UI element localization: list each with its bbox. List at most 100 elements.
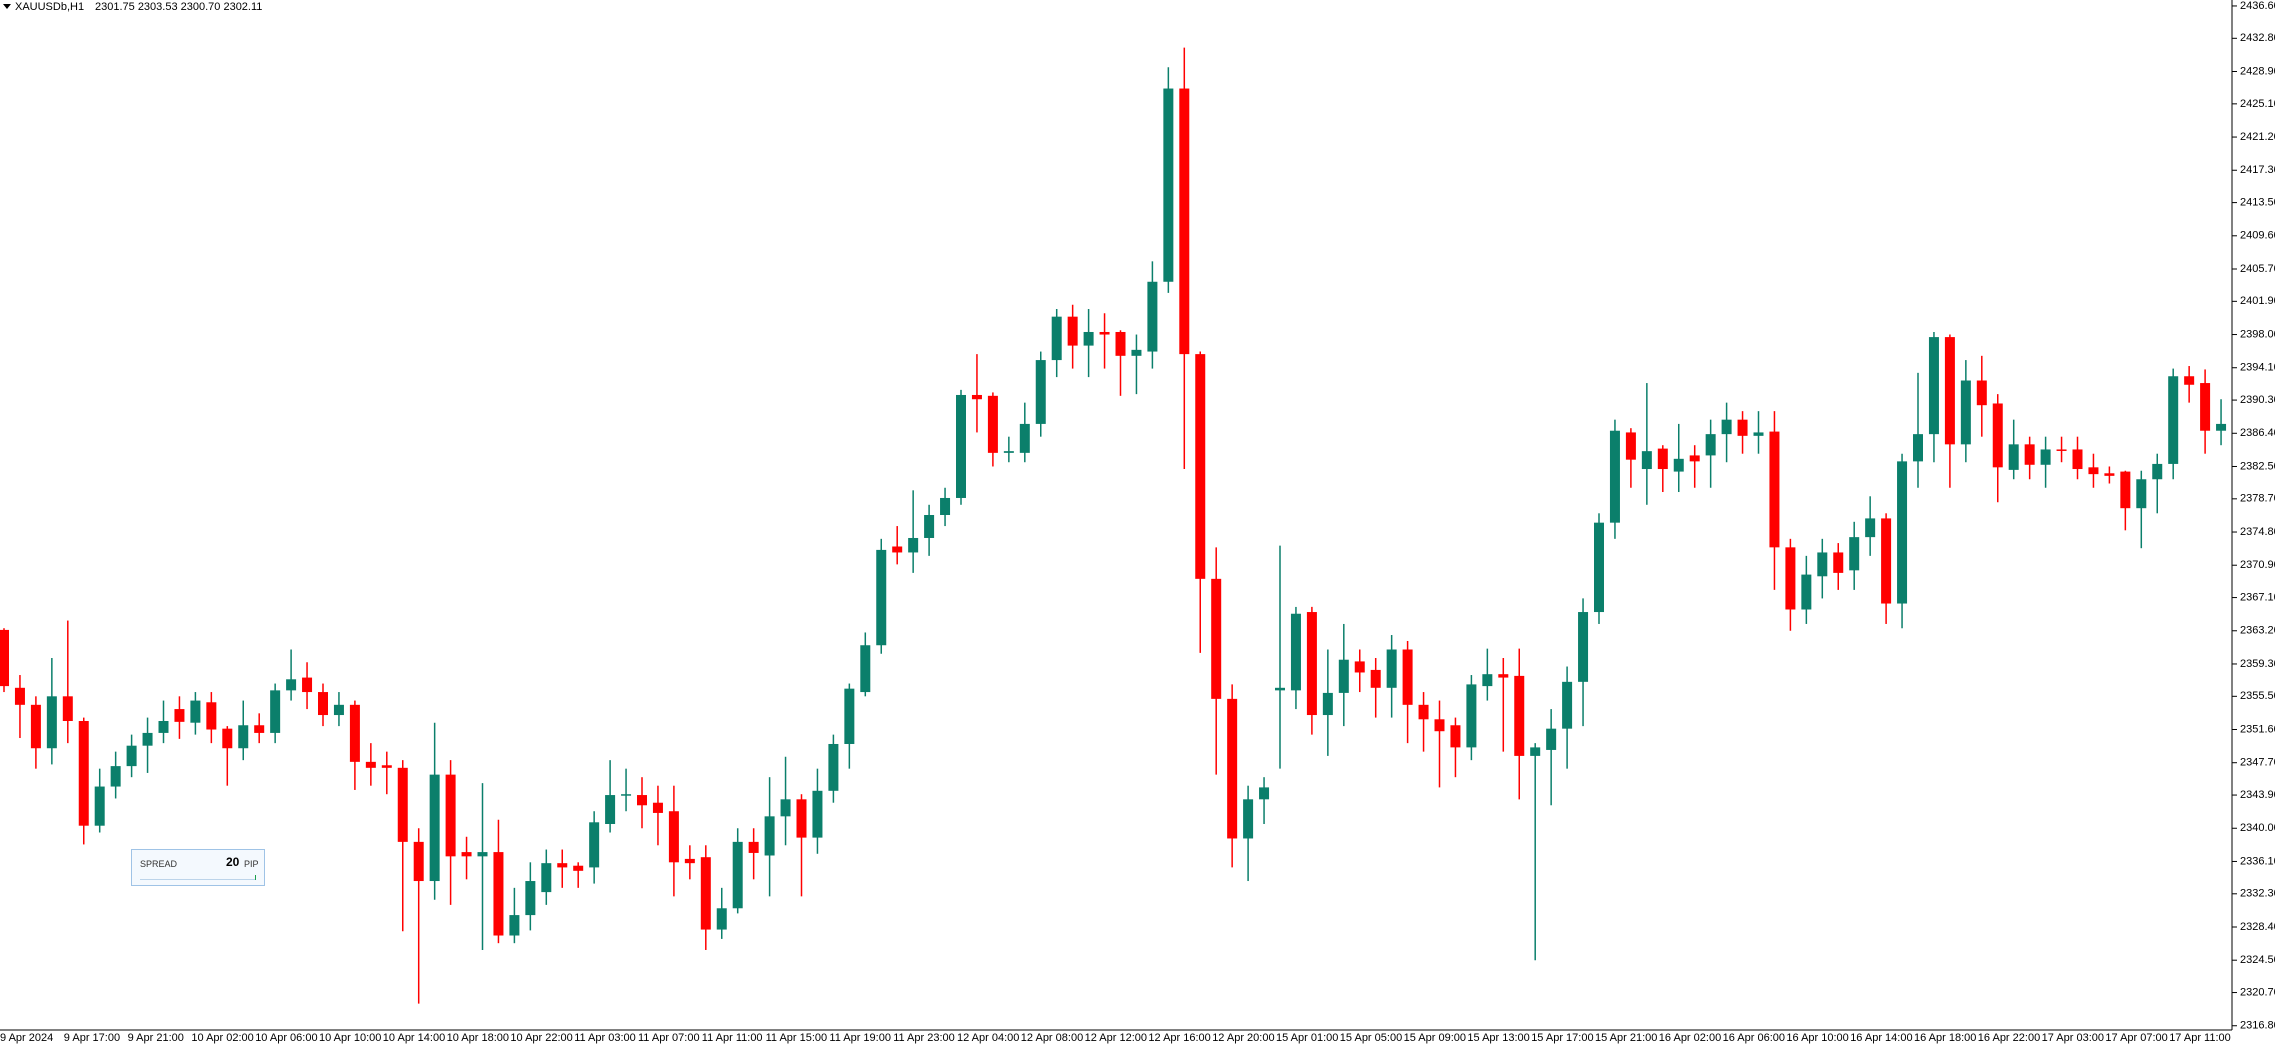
candle-body xyxy=(1657,448,1668,470)
candle-body xyxy=(142,732,153,746)
candle-body xyxy=(2056,449,2067,451)
candle-body xyxy=(700,857,711,930)
y-tick-label: 2343.90 xyxy=(2240,789,2275,801)
candle-body xyxy=(1801,574,1812,610)
y-tick-label: 2351.60 xyxy=(2240,723,2275,735)
candle-body xyxy=(1689,455,1700,462)
candle-body xyxy=(668,811,679,863)
candle-body xyxy=(1609,430,1620,523)
candle-body xyxy=(557,863,568,868)
candle-body xyxy=(238,725,249,749)
y-tick-label: 2386.40 xyxy=(2240,427,2275,439)
y-tick-label: 2316.80 xyxy=(2240,1020,2275,1032)
candle-body xyxy=(254,725,265,733)
candle-body xyxy=(222,728,233,749)
candle-body xyxy=(1482,674,1493,687)
x-tick-label: 15 Apr 05:00 xyxy=(1340,1032,1402,1044)
candle-body xyxy=(1737,419,1748,436)
candle-body xyxy=(621,794,632,796)
candle-body xyxy=(1960,380,1971,445)
candle-body xyxy=(1275,687,1285,691)
x-tick-label: 16 Apr 22:00 xyxy=(1978,1032,2040,1044)
candle-body xyxy=(1418,704,1429,720)
y-tick-label: 2355.50 xyxy=(2240,690,2275,702)
x-tick-label: 16 Apr 06:00 xyxy=(1723,1032,1785,1044)
candle-body xyxy=(1003,451,1014,453)
candle-body xyxy=(94,786,105,826)
candle-body xyxy=(1259,787,1270,800)
y-tick-label: 2336.10 xyxy=(2240,855,2275,867)
candle-body xyxy=(286,679,297,691)
candle-body xyxy=(1865,518,1876,538)
candle-body xyxy=(2152,463,2163,480)
candle-body xyxy=(2088,467,2099,475)
candle-body xyxy=(1976,380,1987,406)
candle-body xyxy=(716,908,727,930)
candle-body xyxy=(1625,432,1636,460)
x-tick-label: 10 Apr 14:00 xyxy=(383,1032,445,1044)
candle-body xyxy=(1402,649,1413,705)
candle-body xyxy=(349,704,360,762)
x-tick-label: 17 Apr 11:00 xyxy=(2169,1032,2231,1044)
candle-body xyxy=(956,394,966,498)
candle-body xyxy=(1243,799,1254,839)
chart-title: XAUUSDb,H1 xyxy=(15,1,84,13)
candle-body xyxy=(1322,692,1333,716)
candle-body xyxy=(876,549,887,646)
y-tick-label: 2347.70 xyxy=(2240,757,2275,769)
candle-body xyxy=(844,688,855,744)
spread-label: SPREAD xyxy=(140,859,178,869)
x-tick-label: 17 Apr 07:00 xyxy=(2105,1032,2167,1044)
y-tick-label: 2359.30 xyxy=(2240,658,2275,670)
candle-body xyxy=(2024,444,2035,465)
x-tick-label: 12 Apr 08:00 xyxy=(1021,1032,1083,1044)
candle-body xyxy=(30,704,41,749)
candle-body xyxy=(1147,281,1158,352)
candle-body xyxy=(477,852,488,857)
candle-body xyxy=(1705,434,1716,456)
candle-body xyxy=(126,745,137,767)
candle-body xyxy=(2136,479,2147,509)
spread-value: 20 xyxy=(226,855,240,869)
candle-body xyxy=(1753,432,1764,436)
candle-body xyxy=(78,721,89,826)
candle-body xyxy=(1019,423,1030,453)
spread-unit: PIP xyxy=(244,859,259,869)
candle-body xyxy=(1928,337,1939,435)
candle-body xyxy=(302,677,313,693)
x-tick-label: 11 Apr 15:00 xyxy=(766,1032,828,1044)
y-tick-label: 2332.30 xyxy=(2240,888,2275,900)
x-tick-label: 15 Apr 09:00 xyxy=(1404,1032,1466,1044)
candle-body xyxy=(860,645,871,693)
y-tick-label: 2421.20 xyxy=(2240,131,2275,143)
x-tick-label: 15 Apr 01:00 xyxy=(1276,1032,1338,1044)
y-tick-label: 2324.50 xyxy=(2240,954,2275,966)
x-tick-label: 15 Apr 17:00 xyxy=(1531,1032,1593,1044)
candle-body xyxy=(1817,552,1828,577)
symbol-menu-icon[interactable] xyxy=(3,4,11,9)
candle-body xyxy=(110,766,121,787)
y-tick-label: 2328.40 xyxy=(2240,921,2275,933)
candle-body xyxy=(1450,725,1461,748)
y-tick-label: 2390.30 xyxy=(2240,394,2275,406)
candle-body xyxy=(764,816,775,856)
candle-body xyxy=(2168,376,2179,464)
x-tick-label: 11 Apr 11:00 xyxy=(702,1032,763,1044)
candle-body xyxy=(1498,674,1509,678)
y-tick-label: 2378.70 xyxy=(2240,493,2275,505)
y-tick-label: 2374.80 xyxy=(2240,526,2275,538)
candle-body xyxy=(413,841,424,882)
x-tick-label: 10 Apr 06:00 xyxy=(255,1032,317,1044)
y-tick-label: 2428.90 xyxy=(2240,65,2275,77)
candle-body xyxy=(1833,552,1844,573)
x-tick-label: 12 Apr 12:00 xyxy=(1085,1032,1147,1044)
candle-body xyxy=(1099,331,1110,335)
candle-body xyxy=(637,795,647,806)
candle-body xyxy=(1195,354,1206,579)
candle-body xyxy=(318,692,328,716)
x-tick-label: 9 Apr 21:00 xyxy=(128,1032,184,1044)
candle-body xyxy=(780,799,791,817)
y-tick-label: 2413.50 xyxy=(2240,197,2275,209)
candle-body xyxy=(924,515,935,538)
